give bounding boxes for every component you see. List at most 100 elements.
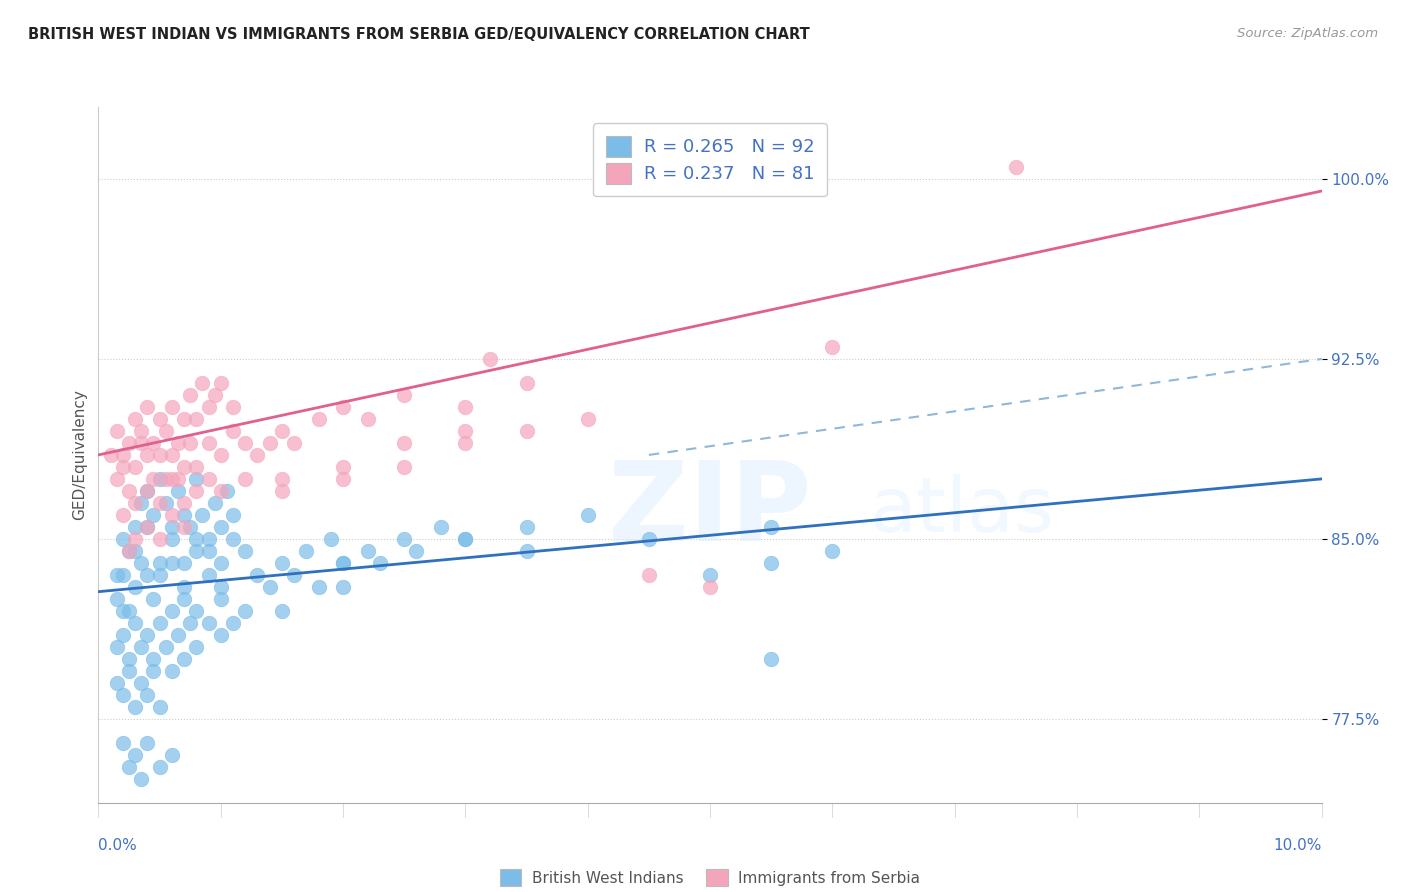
Point (136, 736, 159, 750)
Point (149, 496, 172, 510)
Point (118, 664, 141, 678)
Point (516, 544, 538, 558)
Point (111, 688, 134, 702)
Point (136, 520, 159, 534)
Point (160, 520, 183, 534)
Point (118, 544, 141, 558)
Point (197, 567, 219, 582)
Point (173, 459, 195, 474)
Point (105, 567, 128, 582)
Point (129, 772, 152, 786)
Point (111, 448, 134, 462)
Point (332, 472, 354, 486)
Point (118, 604, 141, 618)
Point (167, 628, 190, 642)
Point (270, 483, 294, 498)
Point (222, 615, 245, 630)
Point (118, 652, 141, 666)
Point (392, 388, 416, 402)
Point (699, 567, 721, 582)
Point (270, 424, 294, 438)
Point (233, 544, 256, 558)
Point (142, 652, 165, 666)
Point (124, 615, 146, 630)
Point (124, 532, 146, 546)
Point (319, 532, 342, 546)
Point (160, 556, 183, 570)
Point (100, 448, 122, 462)
Point (186, 640, 208, 654)
Point (179, 615, 201, 630)
Point (124, 459, 146, 474)
Point (222, 424, 245, 438)
Point (283, 436, 305, 450)
Point (368, 556, 391, 570)
Point (149, 567, 172, 582)
Point (332, 556, 354, 570)
Text: Source: ZipAtlas.com: Source: ZipAtlas.com (1237, 27, 1378, 40)
Point (136, 483, 159, 498)
Point (209, 580, 232, 594)
Point (186, 604, 208, 618)
Point (129, 436, 152, 450)
Point (209, 591, 232, 606)
Point (270, 604, 294, 618)
Point (222, 400, 245, 414)
Point (1004, 160, 1026, 174)
Point (149, 760, 172, 774)
Point (197, 615, 219, 630)
Point (186, 459, 208, 474)
Point (179, 388, 201, 402)
Point (295, 544, 318, 558)
Point (111, 508, 134, 522)
Point (516, 520, 538, 534)
Point (179, 436, 201, 450)
Point (129, 556, 152, 570)
Point (160, 664, 183, 678)
Point (197, 532, 219, 546)
Point (430, 520, 453, 534)
Point (233, 436, 256, 450)
Point (197, 436, 219, 450)
Point (821, 340, 844, 354)
Point (149, 556, 172, 570)
Point (173, 520, 195, 534)
Point (124, 580, 146, 594)
Point (124, 544, 146, 558)
Point (186, 483, 208, 498)
Text: ZIP: ZIP (609, 457, 811, 564)
Point (259, 436, 281, 450)
Point (160, 604, 183, 618)
Point (142, 508, 165, 522)
Point (197, 472, 219, 486)
Point (136, 448, 159, 462)
Point (637, 567, 661, 582)
Point (136, 567, 159, 582)
Point (699, 580, 721, 594)
Point (332, 400, 354, 414)
Point (516, 376, 538, 390)
Point (233, 604, 256, 618)
Point (246, 567, 269, 582)
Point (283, 567, 305, 582)
Point (173, 580, 195, 594)
Point (155, 496, 177, 510)
Point (173, 508, 195, 522)
Point (209, 556, 232, 570)
Point (111, 567, 134, 582)
Point (222, 508, 245, 522)
Point (136, 483, 159, 498)
Point (173, 496, 195, 510)
Text: BRITISH WEST INDIAN VS IMMIGRANTS FROM SERBIA GED/EQUIVALENCY CORRELATION CHART: BRITISH WEST INDIAN VS IMMIGRANTS FROM S… (28, 27, 810, 42)
Point (160, 472, 183, 486)
Point (173, 556, 195, 570)
Point (124, 412, 146, 426)
Legend: British West Indians, Immigrants from Serbia: British West Indians, Immigrants from Se… (494, 863, 927, 892)
Point (160, 508, 183, 522)
Point (149, 615, 172, 630)
Point (392, 459, 416, 474)
Point (209, 376, 232, 390)
Point (179, 520, 201, 534)
Point (308, 580, 330, 594)
Point (160, 532, 183, 546)
